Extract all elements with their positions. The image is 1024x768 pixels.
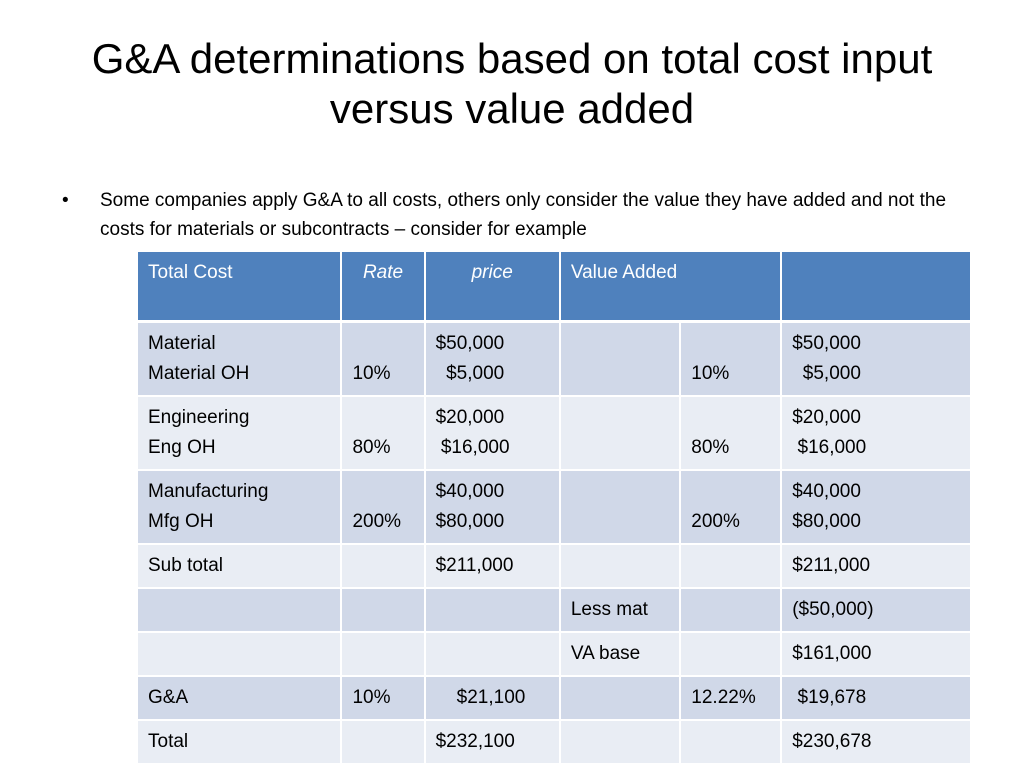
table-cell: $50,000 $5,000 [780,320,972,397]
table-cell: 200% [679,469,783,545]
header-total-cost: Total Cost [135,250,343,323]
table-header-row: Total Cost Rate price Value Added [135,250,972,323]
header-blank [780,250,972,323]
table-cell: $230,678 [780,719,972,765]
table-cell [558,675,682,721]
table-cell [558,719,682,765]
table-cell: Less mat [558,587,682,633]
table-row: Manufacturing Mfg OH 200% $40,000 $80,00… [135,469,972,545]
table-cell: $20,000 $16,000 [423,395,561,471]
table-cell [558,320,682,397]
table-cell: $211,000 [780,543,972,589]
table-cell: 80% [679,395,783,471]
table-row: Total $232,100 $230,678 [135,719,972,765]
table-cell [135,631,343,677]
table-cell [340,587,426,633]
table-cell: Manufacturing Mfg OH [135,469,343,545]
table-cell [340,719,426,765]
table-row: Less mat ($50,000) [135,587,972,633]
table-cell [679,631,783,677]
table-cell: 80% [340,395,426,471]
table-cell: 200% [340,469,426,545]
table-cell: 10% [679,320,783,397]
table-cell: $40,000 $80,000 [423,469,561,545]
bullet-text: Some companies apply G&A to all costs, o… [100,190,947,240]
bullet-dot: • [62,190,69,211]
bullet-item: • Some companies apply G&A to all costs,… [62,186,962,244]
table-row: G&A 10% $21,100 12.22% $19,678 [135,675,972,721]
table-cell: $211,000 [423,543,561,589]
table-row: Material Material OH 10% $50,000 $5,000 … [135,320,972,397]
table-cell: G&A [135,675,343,721]
table-row: Engineering Eng OH 80% $20,000 $16,000 8… [135,395,972,471]
table-cell: VA base [558,631,682,677]
table-cell [679,719,783,765]
table-cell: Sub total [135,543,343,589]
header-rate: Rate [340,250,426,323]
header-value-added: Value Added [558,250,783,323]
table-cell: $19,678 [780,675,972,721]
table-cell: Total [135,719,343,765]
table-cell: $40,000 $80,000 [780,469,972,545]
table-cell: $232,100 [423,719,561,765]
slide-title: G&A determinations based on total cost i… [91,35,933,132]
table-row: Sub total $211,000 $211,000 [135,543,972,589]
table-cell: $21,100 [423,675,561,721]
header-price: price [423,250,561,323]
table-cell [340,631,426,677]
table-cell: $20,000 $16,000 [780,395,972,471]
table-cell: $50,000 $5,000 [423,320,561,397]
table-cell [558,395,682,471]
table-cell: $161,000 [780,631,972,677]
cost-table: Total Cost Rate price Value Added Materi… [135,250,972,765]
table-cell [340,543,426,589]
table-cell: 12.22% [679,675,783,721]
table-cell [558,469,682,545]
table-cell: Engineering Eng OH [135,395,343,471]
table-cell: ($50,000) [780,587,972,633]
table-cell [135,587,343,633]
table-row: VA base $161,000 [135,631,972,677]
table-cell: Material Material OH [135,320,343,397]
table-cell [423,587,561,633]
table-cell: 10% [340,675,426,721]
table-cell [679,587,783,633]
table-cell [558,543,682,589]
table-cell: 10% [340,320,426,397]
table-cell [679,543,783,589]
table-cell [423,631,561,677]
